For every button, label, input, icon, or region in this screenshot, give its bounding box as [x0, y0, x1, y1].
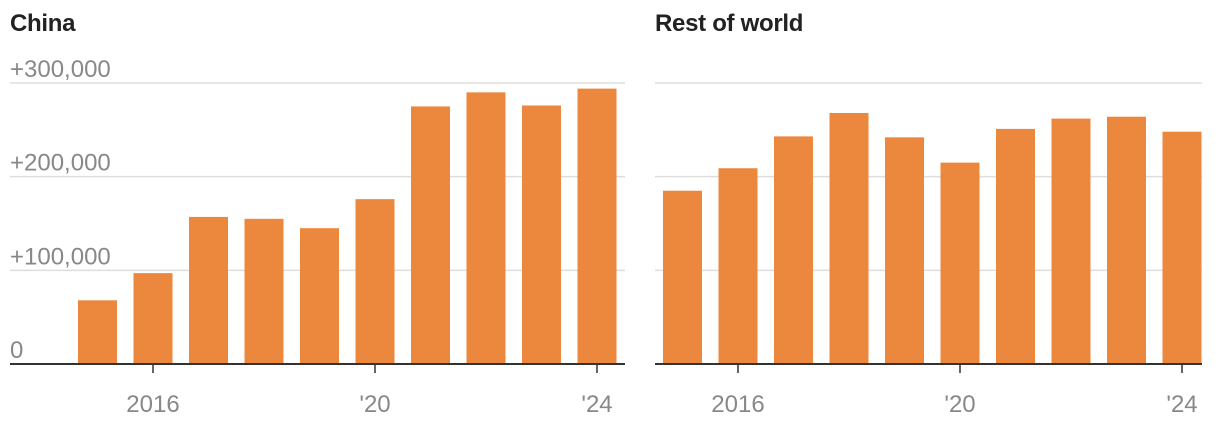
china-bar-2020: [355, 199, 395, 364]
china-bar-2019: [300, 228, 339, 364]
china-panel: China 0 +100,000 +200,000 +300,000 2016 '20 '2…: [10, 10, 625, 418]
china-x-tick-label: '24: [581, 391, 612, 418]
china-chart-title: China: [10, 10, 76, 37]
rest-of-world-bar-2020: [940, 162, 980, 364]
china-bar-2015: [78, 300, 117, 364]
china-bar-2016: [133, 273, 173, 364]
china-x-tick-label: 2016: [126, 391, 179, 418]
rest-of-world-x-tick-label: '20: [944, 391, 975, 418]
rest-of-world-panel: Rest of world 2016 '20 '24: [645, 0, 1220, 428]
china-y-tick-label: +300,000: [10, 56, 111, 83]
china-bar-2023: [522, 105, 561, 364]
rest-of-world-bar-2018: [829, 112, 869, 365]
china-bar-2024: [577, 88, 617, 365]
china-x-tick-label: '20: [359, 391, 390, 418]
rest-of-world-bar-2021: [996, 128, 1035, 364]
china-y-tick-label: 0: [10, 337, 23, 364]
china-y-tick-label: +100,000: [10, 243, 111, 270]
rest-of-world-bar-2017: [774, 136, 813, 364]
rest-of-world-bar-2023: [1107, 116, 1146, 364]
rest-of-world-bar-2024: [1162, 131, 1202, 364]
china-y-tick-label: +200,000: [10, 150, 111, 177]
rest-of-world-bar-2016: [718, 168, 758, 364]
rest-of-world-x-tick-label: '24: [1166, 391, 1197, 418]
china-bar-chart: 0 +100,000 +200,000 +300,000 2016 '20 '24: [10, 56, 625, 418]
rest-of-world-x-tick-label: 2016: [711, 391, 764, 418]
china-bar-2017: [189, 216, 228, 364]
rest-of-world-bar-2022: [1051, 118, 1091, 365]
rest-of-world-bar-chart: 2016 '20 '24: [655, 82, 1202, 418]
rest-of-world-bar-2019: [885, 137, 924, 364]
china-bar-2018: [244, 218, 284, 364]
rest-of-world-chart-title: Rest of world: [655, 10, 804, 37]
china-bar-2021: [411, 106, 450, 365]
china-bar-2022: [466, 92, 506, 364]
rest-of-world-bar-2015: [663, 190, 702, 364]
